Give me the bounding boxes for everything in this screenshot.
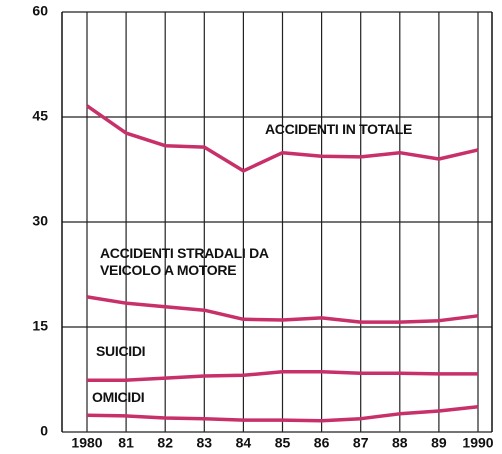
y-tick-label: 60 (32, 3, 48, 19)
y-tick-label: 0 (40, 423, 48, 439)
x-tick-label: 89 (431, 435, 447, 451)
series-line (87, 370, 478, 382)
series-line (85, 104, 479, 173)
x-tick-label: 1990 (462, 435, 493, 451)
x-tick-label: 1980 (71, 435, 102, 451)
series-label: OMICIDI (92, 389, 145, 405)
x-tick-label: 86 (314, 435, 330, 451)
series-line (86, 295, 479, 324)
x-tick-label: 81 (118, 435, 134, 451)
x-tick-label: 84 (236, 435, 252, 451)
series-label: SUICIDI (96, 343, 146, 359)
y-tick-label: 15 (32, 318, 48, 334)
y-tick-label: 30 (32, 213, 48, 229)
x-tick-label: 82 (157, 435, 173, 451)
x-tick-label: 87 (353, 435, 369, 451)
x-tick-label: 88 (392, 435, 408, 451)
series-label: ACCIDENTI STRADALI DA VEICOLO A MOTORE (100, 245, 269, 278)
series-label: ACCIDENTI IN TOTALE (265, 121, 413, 137)
y-tick-label: 45 (32, 108, 48, 124)
series-line (86, 405, 479, 423)
x-tick-label: 85 (275, 435, 291, 451)
x-tick-label: 83 (197, 435, 213, 451)
